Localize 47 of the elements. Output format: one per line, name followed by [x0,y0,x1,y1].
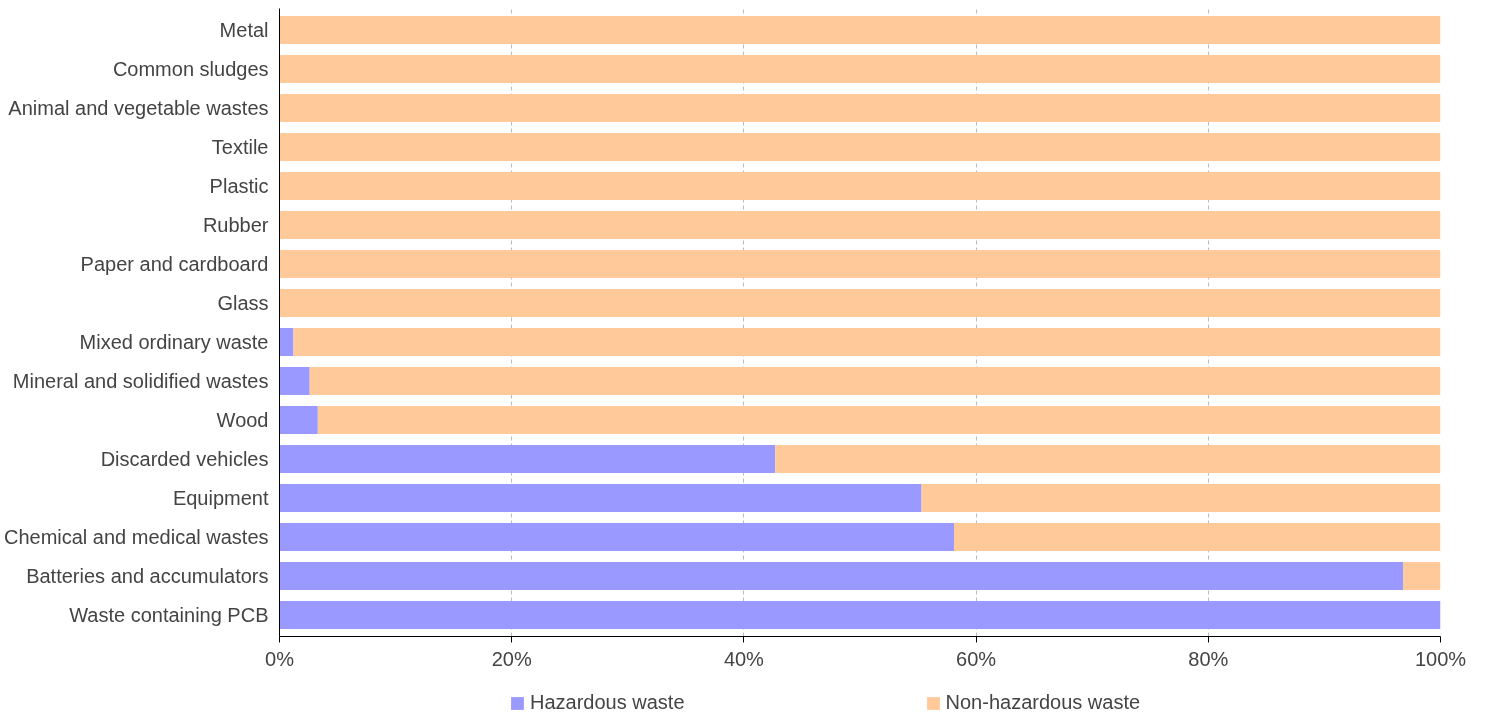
bar [279,405,318,435]
y-tick-label: Batteries and accumulators [26,565,269,588]
y-tick-label: Equipment [172,487,269,510]
bar [921,483,1441,513]
x-tick-label: 20% [491,647,532,670]
y-tick-label: Rubber [202,213,269,236]
bar [279,249,1441,279]
x-tick-label: 80% [1188,647,1229,670]
bar [279,54,1441,83]
y-tick-label: Textile [211,135,269,158]
y-tick-label: Waste containing PCB [69,604,269,627]
y-tick-label: Common sludges [112,57,269,80]
y-tick-label: Chemical and medical wastes [3,526,269,549]
legend-label: Hazardous waste [530,691,685,714]
y-tick-label: Metal [219,18,269,41]
bar [279,601,1441,630]
bar [279,93,1441,123]
y-tick-label: Animal and vegetable wastes [8,96,269,119]
bar [279,171,1441,201]
x-tick-label: 40% [723,647,765,670]
bar [279,444,776,474]
x-tick-label: 100% [1414,647,1467,670]
y-tick-label: Glass [217,292,269,314]
bar [279,522,955,552]
bar [279,562,1404,591]
bar [954,522,1441,552]
bar [279,15,1441,44]
bar [293,327,1441,357]
legend-label: Non-hazardous waste [945,691,1141,714]
y-tick-label: Plastic [209,174,269,197]
bar [279,483,922,513]
y-tick-label: Mineral and solidified wastes [12,370,269,393]
x-tick-label: 60% [956,647,997,670]
bar [279,288,1441,318]
y-tick-label: Mixed ordinary waste [79,331,269,353]
bar [279,366,310,396]
bar [775,444,1441,474]
y-tick-label: Wood [216,409,269,432]
bar [279,210,1441,240]
bar [279,132,1441,162]
bar [317,405,1441,435]
bar [1403,562,1441,591]
bar [279,327,294,357]
y-tick-label: Paper and cardboard [80,252,269,275]
x-tick-label: 0% [265,647,295,670]
y-tick-label: Discarded vehicles [100,448,269,471]
bar [309,366,1441,396]
